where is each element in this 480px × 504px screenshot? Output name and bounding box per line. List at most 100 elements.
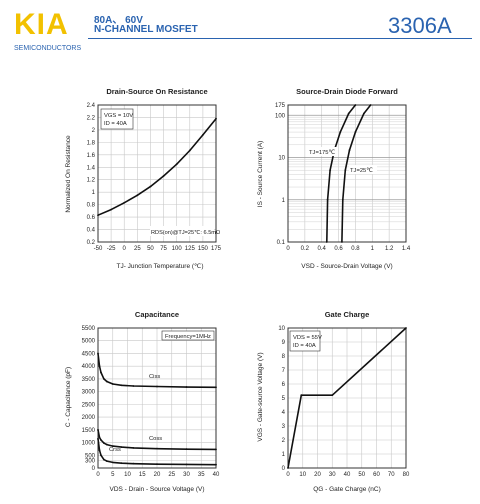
chart1-xtick-label: 100 bbox=[172, 246, 183, 252]
chart4-ytick-label: 9 bbox=[282, 340, 286, 346]
chart3-ytick-label: 0 bbox=[92, 466, 96, 472]
chart1-ytick-label: 2.4 bbox=[87, 103, 96, 109]
chart1-series-1-point bbox=[149, 185, 152, 188]
chart3-ytick-label: 2000 bbox=[82, 415, 96, 421]
chart3-series-3-point bbox=[103, 458, 105, 461]
chart1-series-1-point bbox=[215, 117, 217, 120]
chart1-xtick-label: 25 bbox=[134, 246, 141, 252]
chart3-series-3-point bbox=[132, 462, 135, 465]
device-type: N-CHANNEL MOSFET bbox=[94, 24, 198, 35]
chart2-series-1-point bbox=[325, 241, 328, 243]
chart3-series-2-point bbox=[103, 442, 105, 444]
chart2-series-1-point bbox=[354, 104, 357, 106]
chart3-series-1-point bbox=[100, 371, 102, 374]
chart1-annotation-id: ID = 40A bbox=[104, 121, 127, 127]
chart1-series-1-line bbox=[97, 118, 217, 216]
chart3-xtick-label: 10 bbox=[124, 472, 131, 478]
chart2-ytick-label: 100 bbox=[275, 113, 286, 119]
chart3-series-3-point bbox=[156, 463, 158, 466]
chart3-series-2-point bbox=[98, 436, 101, 439]
chart2-xtick-label: 1.2 bbox=[385, 246, 394, 252]
chart3-series-1-label: Ciss bbox=[149, 374, 160, 380]
chart4-series-1-point bbox=[405, 327, 407, 329]
chart1-ytick-label: 1.6 bbox=[87, 153, 96, 159]
chart2-xtick-label: 0.4 bbox=[318, 246, 327, 252]
chart3-series-2-label: Coss bbox=[149, 436, 162, 442]
chart2-series-2-label: TJ=25℃ bbox=[350, 168, 373, 174]
chart2-ylabel: IS - Source Current (A) bbox=[257, 141, 264, 207]
chart3-series-1-point bbox=[185, 386, 188, 388]
chart4-xtick-label: 70 bbox=[388, 472, 395, 478]
chart4-series-1-point bbox=[331, 394, 334, 397]
chart1-xtick-label: 50 bbox=[147, 246, 154, 252]
chart1-xtick-label: 150 bbox=[198, 246, 209, 252]
chart3-series-2-point bbox=[111, 445, 114, 448]
chart4-annotation-id: ID = 40A bbox=[293, 343, 316, 349]
chart1-series-1-point bbox=[175, 163, 178, 166]
chart3-series-3-point bbox=[100, 454, 102, 457]
chart3-series-1-point bbox=[120, 384, 123, 387]
chart3-series-1-point bbox=[97, 352, 99, 355]
chart1-condition-box bbox=[100, 108, 134, 130]
chart3-xtick-label: 5 bbox=[111, 472, 115, 478]
chart4-title: Gate Charge bbox=[325, 310, 370, 319]
chart3-ytick-label: 5500 bbox=[82, 326, 96, 332]
chart1-xtick-label: 0 bbox=[123, 246, 127, 252]
chart1-ytick-label: 1.8 bbox=[87, 140, 96, 146]
chart3-xtick-label: 0 bbox=[96, 472, 100, 478]
chart1-ytick-label: 2.2 bbox=[87, 115, 96, 121]
chart1-ytick-label: 0.8 bbox=[87, 203, 96, 209]
chart1-xtick-label: -25 bbox=[107, 246, 116, 252]
chart3-series-3-point bbox=[98, 449, 101, 452]
chart3-ytick-label: 1500 bbox=[82, 428, 96, 434]
chart4-xtick-label: 0 bbox=[286, 472, 290, 478]
chart3-ytick-label: 300 bbox=[85, 458, 96, 464]
chart3-xtick-label: 30 bbox=[183, 472, 190, 478]
chart3-series-1-point bbox=[103, 378, 105, 380]
chart4-ytick-label: 2 bbox=[282, 438, 286, 444]
chart2-ytick-label: 0.1 bbox=[277, 240, 286, 246]
chart1-series-1-point bbox=[201, 133, 204, 136]
chart3-series-1-point bbox=[156, 385, 158, 388]
chart2-ytick-label: 10 bbox=[278, 156, 285, 162]
chart3-ytick-label: 4000 bbox=[82, 364, 96, 370]
chart4-xtick-label: 20 bbox=[314, 472, 321, 478]
chart4-ytick-label: 10 bbox=[278, 326, 285, 332]
chart1-series-1-point bbox=[110, 208, 113, 211]
chart3-ytick-label: 3000 bbox=[82, 390, 96, 396]
chart2-series-2-point bbox=[344, 169, 347, 172]
chart3-ytick-label: 2500 bbox=[82, 402, 96, 408]
chart2-ytick-label: 1 bbox=[282, 198, 286, 204]
chart4-ytick-label: 4 bbox=[282, 410, 286, 416]
chart3-series-2-point bbox=[105, 443, 108, 446]
chart4-ytick-label: 3 bbox=[282, 424, 286, 430]
chart2-series-1-point bbox=[339, 131, 342, 133]
chart4-ytick-label: 5 bbox=[282, 396, 286, 402]
chart4-series-1-point bbox=[300, 394, 303, 397]
header-divider bbox=[88, 38, 472, 39]
chart2-series-2-point bbox=[341, 241, 343, 243]
chart3-frame bbox=[97, 327, 217, 469]
chart4-xtick-label: 50 bbox=[358, 472, 365, 478]
chart2-xtick-label: 0.6 bbox=[334, 246, 343, 252]
chart4-series-1-line bbox=[287, 327, 407, 469]
chart2-series-1-point bbox=[329, 169, 332, 172]
chart3-title: Capacitance bbox=[135, 310, 179, 319]
chart4-xtick-label: 80 bbox=[403, 472, 410, 478]
chart3-xtick-label: 25 bbox=[168, 472, 175, 478]
chart1-frame bbox=[97, 104, 217, 243]
kia-logo: KIA bbox=[14, 8, 69, 41]
chart2-title: Source-Drain Diode Forward bbox=[296, 87, 398, 96]
chart3-series-3-label: Crss bbox=[109, 447, 121, 453]
chart1-series-1-point bbox=[97, 214, 99, 217]
chart2-series-1-point bbox=[326, 198, 329, 201]
chart3-series-1-point bbox=[111, 383, 114, 385]
chart2-series-2-point bbox=[354, 131, 357, 133]
chart2-xtick-label: 0.8 bbox=[351, 246, 360, 252]
chart2-series-1-point bbox=[347, 112, 350, 115]
chart1-series-1-point bbox=[188, 149, 191, 152]
chart1-ytick-label: 0.4 bbox=[87, 228, 96, 234]
chart1-ytick-label: 2 bbox=[92, 128, 96, 134]
chart1-ylabel: Normalized On Resistance bbox=[65, 135, 72, 213]
